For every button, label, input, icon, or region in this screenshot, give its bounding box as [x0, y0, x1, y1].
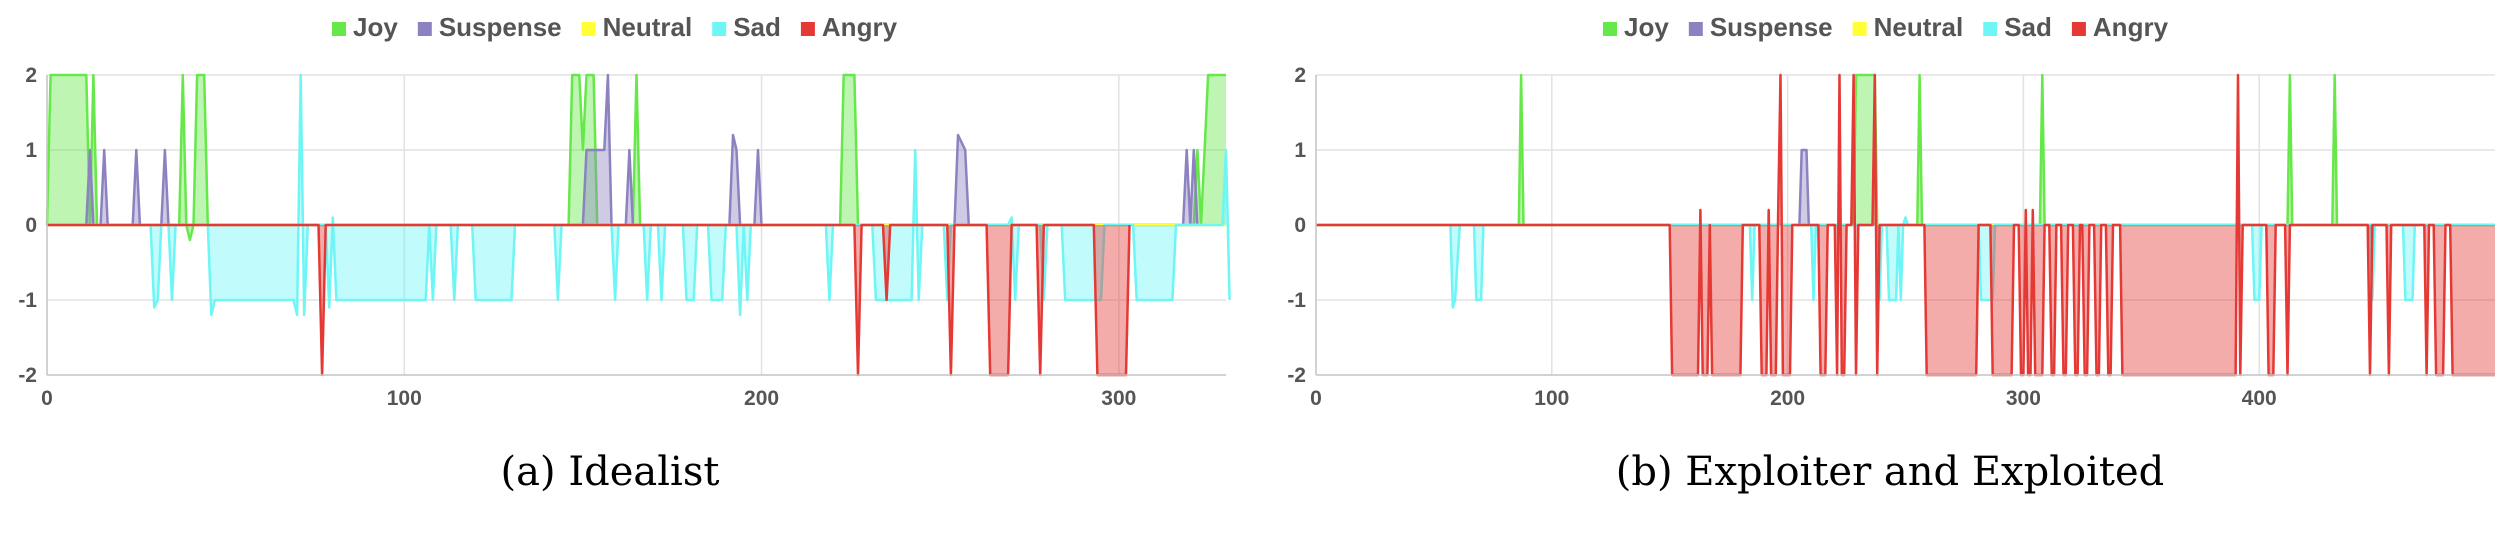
legend: Joy Suspense Neutral Sad Angry: [1603, 12, 2169, 42]
panel-caption: (a) Idealist: [501, 449, 720, 495]
legend-label-joy: Joy: [1624, 12, 1669, 42]
series-line-suspense: [1316, 148, 2495, 227]
y-tick-label: 0: [25, 214, 37, 237]
legend-swatch-neutral: [581, 22, 596, 36]
legend-swatch-joy: [1603, 22, 1617, 36]
x-tick-label: 200: [744, 387, 779, 410]
legend-swatch-suspense: [1688, 22, 1703, 36]
legend-label-suspense: Suspense: [1710, 12, 1833, 42]
legend-label-sad: Sad: [2004, 12, 2052, 42]
x-tick-label: 100: [387, 387, 422, 410]
y-tick-label: 2: [1294, 64, 1306, 87]
legend-label-angry: Angry: [822, 12, 898, 42]
series-area-suspense: [1316, 150, 2495, 225]
y-tick-label: 2: [25, 64, 37, 87]
legend-label-joy: Joy: [353, 12, 398, 42]
y-tick-label: -2: [18, 364, 37, 387]
series-line-angry: [1316, 73, 2495, 377]
legend-swatch-angry: [800, 22, 815, 36]
y-tick-label: -1: [18, 289, 37, 312]
x-tick-label: 100: [1534, 387, 1569, 410]
x-tick-label: 200: [1770, 387, 1805, 410]
series-area-angry: [1316, 75, 2495, 375]
y-tick-label: 0: [1294, 214, 1306, 237]
y-tick-label: -2: [1287, 364, 1306, 387]
series-area-joy: [47, 75, 1226, 240]
y-tick-label: -1: [1287, 289, 1306, 312]
series-area-sad: [47, 75, 1230, 315]
legend-label-neutral: Neutral: [603, 12, 693, 42]
x-tick-label: 300: [1101, 387, 1136, 410]
legend-label-neutral: Neutral: [1874, 12, 1964, 42]
legend-swatch-angry: [2071, 22, 2086, 36]
legend-label-angry: Angry: [2093, 12, 2169, 42]
x-tick-label: 400: [2242, 387, 2277, 410]
legend-swatch-neutral: [1852, 22, 1867, 36]
legend-label-sad: Sad: [733, 12, 781, 42]
y-tick-label: 1: [1294, 139, 1306, 162]
legend-swatch-sad: [1983, 22, 1998, 36]
legend-swatch-joy: [332, 22, 346, 36]
x-tick-label: 300: [2006, 387, 2041, 410]
legend-swatch-sad: [712, 22, 727, 36]
series-line-angry: [47, 223, 1131, 377]
legend-swatch-suspense: [417, 22, 432, 36]
series-area-sad: [1316, 217, 2495, 308]
series-line-sad: [1316, 216, 2495, 309]
legend: Joy Suspense Neutral Sad Angry: [332, 12, 898, 42]
x-tick-label: 0: [41, 387, 53, 410]
x-tick-label: 0: [1310, 387, 1322, 410]
legend-label-suspense: Suspense: [439, 12, 562, 42]
y-tick-label: 1: [25, 139, 37, 162]
panel-caption: (b) Exploiter and Exploited: [1616, 449, 2164, 495]
